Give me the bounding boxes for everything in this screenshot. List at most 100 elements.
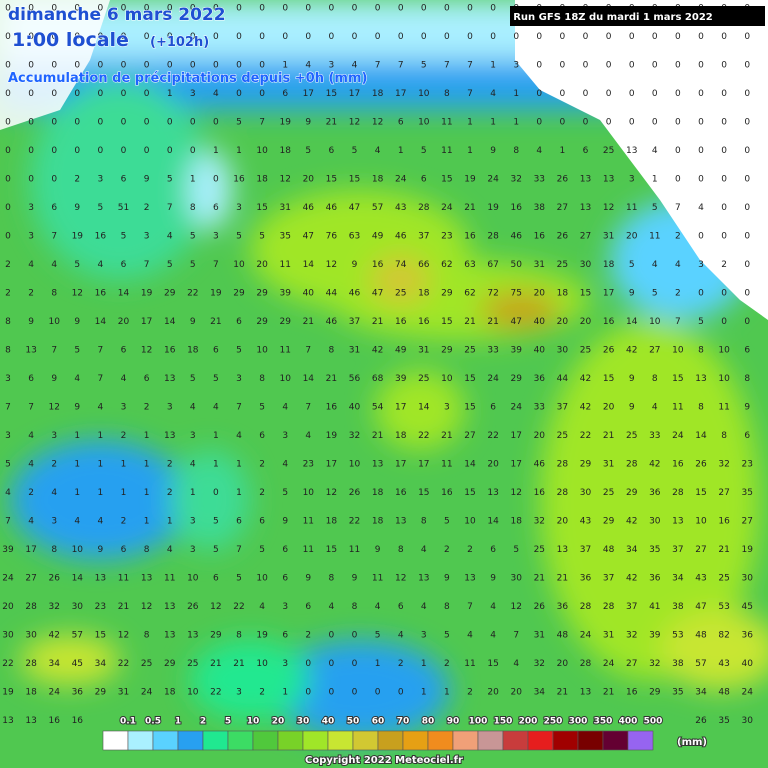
- grid-value: 24: [580, 631, 592, 641]
- grid-value: 0: [744, 146, 750, 156]
- grid-value: 21: [441, 431, 452, 441]
- grid-value: 43: [580, 517, 591, 527]
- grid-value: 37: [557, 403, 568, 413]
- grid-value: 30: [510, 574, 522, 584]
- grid-value: 15: [464, 403, 475, 413]
- grid-value: 9: [305, 118, 311, 128]
- grid-value: 0: [675, 32, 681, 42]
- grid-value: 51: [118, 203, 129, 213]
- grid-value: 16: [233, 175, 245, 185]
- grid-value: 0: [305, 688, 311, 698]
- legend-swatch: [552, 730, 579, 751]
- grid-value: 0: [721, 289, 727, 299]
- grid-value: 4: [98, 260, 104, 270]
- grid-value: 0: [329, 688, 335, 698]
- grid-value: 42: [626, 346, 637, 356]
- grid-value: 19: [326, 431, 338, 441]
- grid-value: 72: [487, 289, 498, 299]
- grid-value: 2: [28, 488, 34, 498]
- grid-value: 3: [236, 688, 242, 698]
- legend-swatch: [227, 730, 254, 751]
- grid-value: 17: [395, 460, 406, 470]
- grid-value: 7: [5, 403, 11, 413]
- grid-value: 18: [372, 517, 384, 527]
- grid-value: 68: [372, 374, 384, 384]
- grid-value: 17: [603, 289, 614, 299]
- grid-value: 0: [5, 61, 11, 71]
- grid-value: 20: [557, 659, 569, 669]
- grid-value: 4: [28, 431, 34, 441]
- grid-value: 24: [741, 688, 753, 698]
- grid-value: 3: [5, 374, 11, 384]
- grid-value: 20: [256, 260, 268, 270]
- grid-value: 14: [303, 260, 315, 270]
- grid-value: 20: [118, 317, 130, 327]
- grid-value: 7: [236, 403, 242, 413]
- grid-value: 12: [210, 602, 221, 612]
- legend-label: 40: [322, 717, 335, 727]
- grid-value: 3: [513, 61, 519, 71]
- grid-value: 0: [744, 32, 750, 42]
- grid-value: 0: [74, 32, 80, 42]
- grid-value: 30: [580, 260, 592, 270]
- grid-value: 0: [144, 32, 150, 42]
- grid-value: 5: [190, 260, 196, 270]
- grid-value: 29: [95, 688, 107, 698]
- grid-value: 34: [695, 688, 707, 698]
- grid-value: 28: [580, 659, 592, 669]
- grid-value: 1: [98, 460, 104, 470]
- grid-value: 0: [121, 32, 127, 42]
- grid-value: 14: [418, 403, 430, 413]
- grid-value: 17: [418, 460, 429, 470]
- grid-value: 18: [326, 517, 338, 527]
- grid-value: 6: [121, 175, 127, 185]
- copyright: Copyright 2022 Meteociel.fr: [305, 755, 463, 766]
- grid-value: 2: [28, 289, 34, 299]
- grid-value: 33: [534, 403, 545, 413]
- grid-value: 6: [121, 545, 127, 555]
- lead: (+102h): [150, 35, 209, 50]
- grid-value: 28: [487, 232, 499, 242]
- grid-value: 5: [421, 146, 427, 156]
- grid-value: 26: [187, 602, 199, 612]
- grid-value: 14: [95, 317, 107, 327]
- grid-value: 6: [236, 517, 242, 527]
- grid-value: 9: [144, 175, 150, 185]
- legend-label: 200: [519, 717, 538, 727]
- grid-value: 0: [213, 118, 219, 128]
- grid-value: 13: [164, 602, 175, 612]
- grid-value: 0: [5, 203, 11, 213]
- grid-value: 3: [98, 175, 104, 185]
- grid-value: 31: [603, 631, 614, 641]
- grid-value: 42: [626, 517, 637, 527]
- grid-value: 4: [282, 460, 288, 470]
- grid-value: 0: [144, 4, 150, 14]
- grid-value: 10: [718, 346, 730, 356]
- grid-value: 6: [490, 545, 496, 555]
- grid-value: 1: [121, 460, 127, 470]
- grid-value: 43: [718, 659, 729, 669]
- grid-value: 4: [375, 146, 381, 156]
- grid-value: 0: [675, 175, 681, 185]
- grid-value: 1: [74, 460, 80, 470]
- grid-value: 2: [167, 488, 173, 498]
- grid-value: 34: [48, 659, 60, 669]
- grid-value: 4: [28, 260, 34, 270]
- grid-value: 44: [326, 289, 338, 299]
- grid-value: 5: [444, 631, 450, 641]
- grid-value: 24: [141, 688, 153, 698]
- grid-value: 16: [372, 260, 384, 270]
- grid-value: 4: [421, 602, 427, 612]
- grid-value: 30: [557, 346, 569, 356]
- grid-value: 48: [603, 545, 615, 555]
- grid-value: 6: [213, 346, 219, 356]
- grid-value: 13: [372, 460, 383, 470]
- grid-value: 2: [121, 517, 127, 527]
- grid-value: 19: [279, 118, 291, 128]
- grid-value: 19: [141, 289, 153, 299]
- grid-value: 82: [718, 631, 729, 641]
- grid-value: 1: [144, 488, 150, 498]
- grid-value: 2: [721, 260, 727, 270]
- grid-value: 27: [718, 488, 729, 498]
- grid-value: 0: [652, 89, 658, 99]
